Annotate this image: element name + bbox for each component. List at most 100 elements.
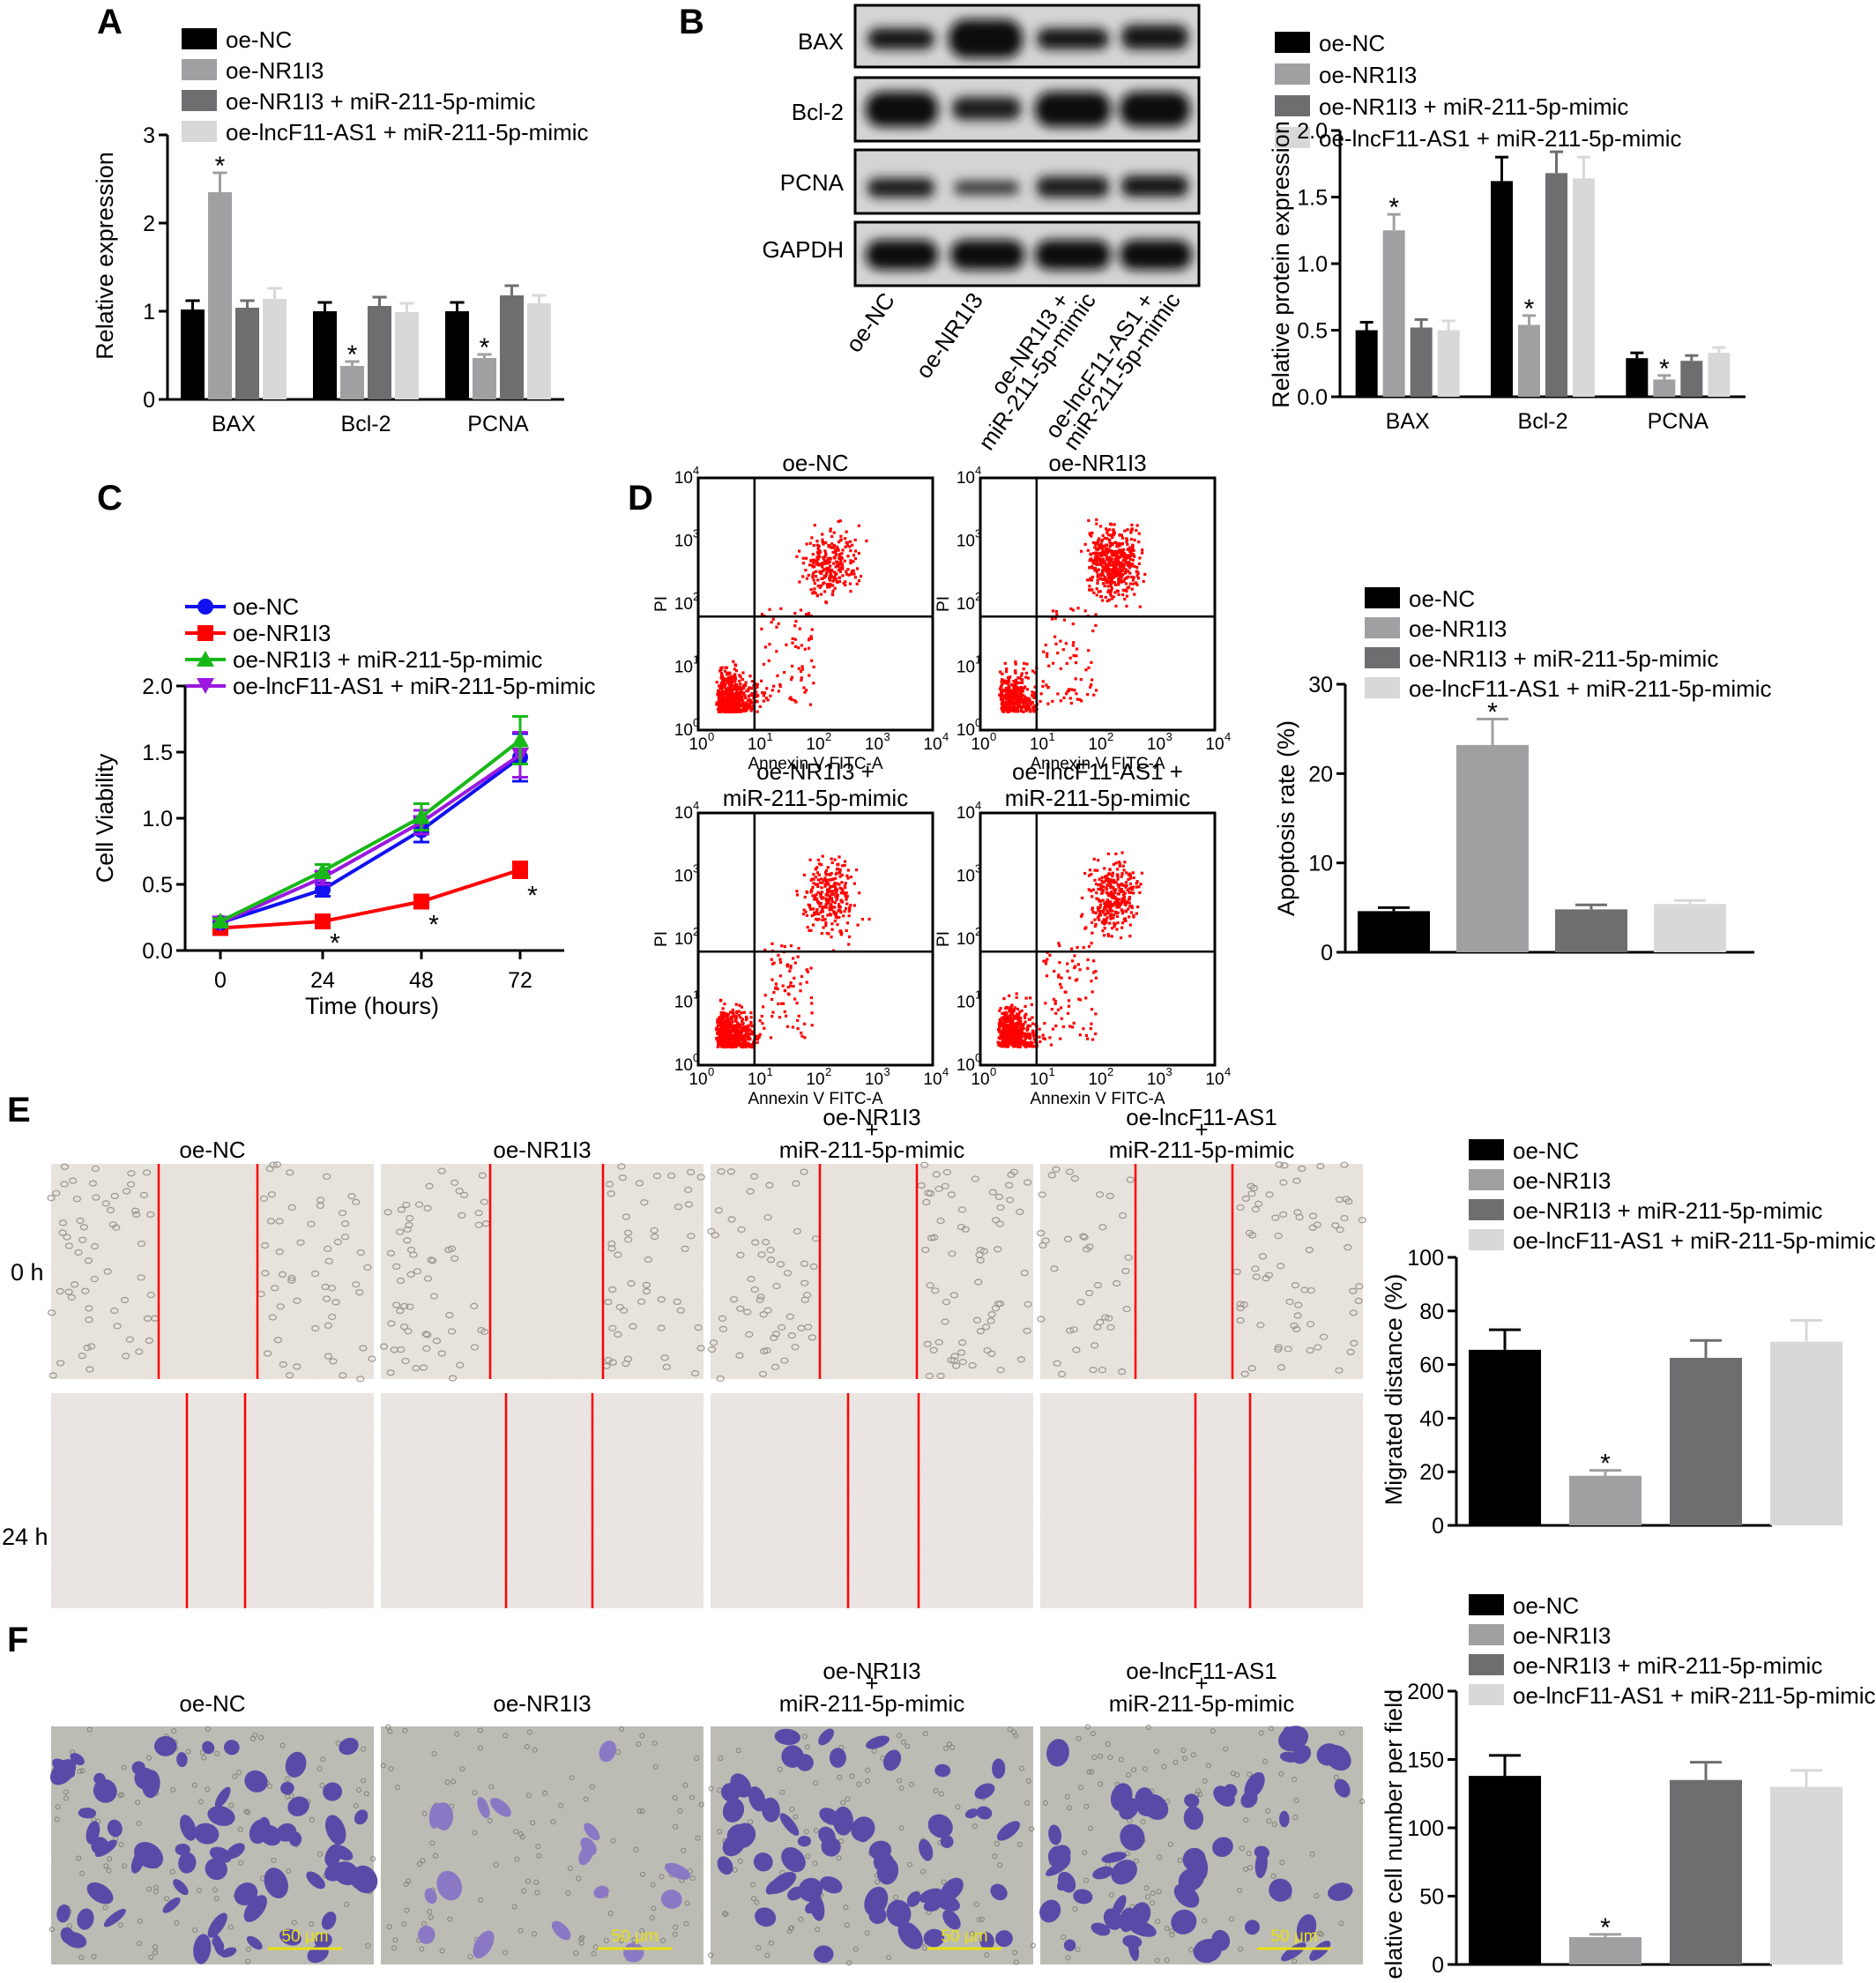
flow-dot	[1002, 1011, 1005, 1014]
flow-dot	[810, 996, 813, 999]
flow-dot	[716, 1032, 718, 1034]
flow-dot	[741, 705, 744, 708]
flow-dot	[734, 1024, 737, 1026]
flow-x-tick-exponent: 0	[708, 730, 714, 743]
flow-dot	[793, 997, 796, 1000]
flow-dot	[1103, 906, 1106, 909]
flow-dot	[1113, 888, 1115, 891]
flow-dot	[1057, 1009, 1060, 1011]
flow-dot	[756, 711, 759, 713]
flow-dot	[1086, 958, 1089, 961]
flow-dot	[1093, 858, 1096, 861]
flow-dot	[853, 882, 856, 884]
flow-dot	[744, 682, 747, 684]
flow-dot	[1010, 1003, 1013, 1006]
flow-dot	[1095, 977, 1098, 980]
flow-dot	[1089, 553, 1091, 555]
flow-dot	[1130, 538, 1133, 540]
flow-dot	[1065, 692, 1068, 695]
panel-c-line-chart: oe-NC oe-NR1I3 oe-NR1I3 + miR-211-5p-mim…	[92, 593, 596, 1019]
flow-dot	[738, 680, 741, 682]
flow-dot	[1095, 897, 1098, 899]
row-label-24h: 24 h	[2, 1524, 48, 1550]
flow-dot	[1137, 885, 1140, 888]
flow-dot	[830, 922, 833, 925]
flow-y-tick-label: 10	[957, 469, 975, 488]
flow-dot	[815, 575, 817, 578]
flow-y-tick-label: 10	[674, 659, 693, 677]
flow-dot	[726, 1021, 729, 1024]
flow-dot	[1011, 1013, 1014, 1016]
flow-dot	[1016, 702, 1018, 704]
chartE-bar	[1770, 1342, 1842, 1525]
flow-dot	[1132, 554, 1135, 556]
flow-dot	[794, 962, 797, 965]
flow-dot	[733, 678, 735, 681]
flow-dot	[812, 553, 815, 555]
chartB-category-label: Bcl-2	[1518, 409, 1568, 434]
wound-image-texture	[711, 1393, 1033, 1608]
flow-dot	[830, 898, 833, 900]
flow-dot	[1024, 1044, 1026, 1047]
flow-dot	[811, 886, 814, 889]
chartD-significance-star: *	[1487, 698, 1498, 727]
flow-dot	[748, 1037, 751, 1040]
legend-a-label-2: oe-NR1I3	[226, 57, 324, 84]
flow-x-tick-exponent: 2	[1107, 1065, 1113, 1078]
flow-dot	[1125, 910, 1128, 913]
flow-dot	[809, 966, 812, 969]
flow-dot	[724, 1035, 726, 1038]
flow-dot	[743, 1035, 746, 1038]
flow-dot	[788, 970, 791, 973]
flow-dot	[763, 663, 765, 666]
flow-dot	[1114, 853, 1117, 855]
flow-dot	[731, 1026, 733, 1029]
flow-dot	[1091, 906, 1094, 909]
flow-dot	[1014, 1006, 1016, 1009]
flow-dot	[1076, 946, 1078, 949]
flow-dot	[811, 914, 814, 917]
chartB-y-tick-label: 1.5	[1297, 186, 1328, 211]
flow-dot	[1103, 918, 1106, 921]
flow-dot	[728, 708, 731, 711]
flow-dot	[849, 582, 852, 585]
flow-dot	[1029, 996, 1031, 999]
flow-dot	[1086, 578, 1089, 581]
flow-dot	[1069, 657, 1072, 660]
flow-dot	[794, 620, 797, 622]
chartB-bar	[1383, 230, 1405, 397]
flow-dot	[832, 562, 835, 564]
flow-dot	[761, 691, 763, 694]
flow-dot	[1024, 695, 1026, 697]
chartB-significance-star: *	[1524, 294, 1535, 324]
flow-dot	[827, 894, 830, 897]
flow-dot	[723, 711, 726, 713]
flow-dot	[1078, 968, 1081, 971]
flow-dot	[1112, 916, 1114, 919]
flow-dot	[1121, 909, 1124, 912]
flow-dot	[810, 660, 813, 662]
flow-dot	[1031, 1003, 1033, 1006]
band-bcl2-3	[1035, 92, 1111, 127]
flow-dot	[1101, 570, 1104, 572]
flow-dot	[821, 932, 823, 935]
flow-dot	[1092, 959, 1095, 962]
flow-dot	[726, 1015, 728, 1018]
flow-dot	[829, 905, 831, 907]
flow-dot	[846, 544, 849, 547]
flow-dot	[1107, 548, 1110, 550]
flow-dot	[1107, 853, 1110, 855]
flow-x-tick-label: 10	[1088, 1070, 1106, 1089]
flow-dot	[1123, 918, 1126, 921]
flow-dot	[741, 678, 744, 681]
flow-x-tick-exponent: 4	[942, 1065, 949, 1078]
flow-dot	[1115, 897, 1118, 899]
flow-dot	[1129, 883, 1132, 885]
flow-dot	[1106, 529, 1108, 532]
flow-dot	[823, 876, 826, 879]
flow-dot	[1120, 902, 1122, 905]
flow-dot	[723, 1003, 726, 1005]
flow-y-tick-label: 10	[957, 930, 975, 949]
flow-dot	[1105, 596, 1107, 599]
